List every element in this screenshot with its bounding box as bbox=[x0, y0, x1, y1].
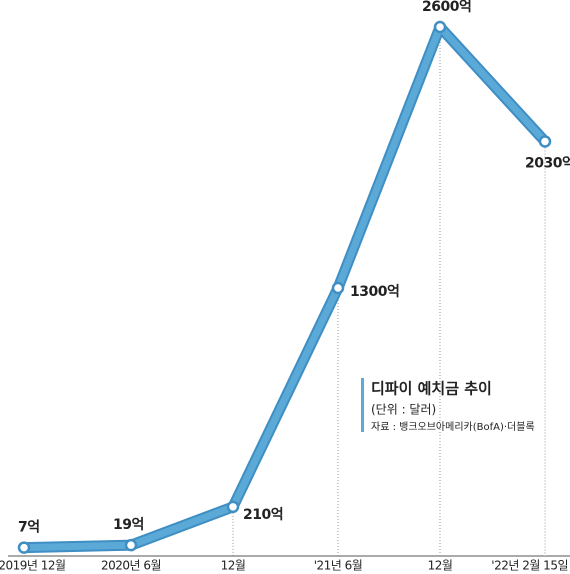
value-label: 2030억 bbox=[525, 155, 570, 171]
x-tick-label: 12월 bbox=[428, 559, 453, 573]
line bbox=[23, 23, 548, 552]
point bbox=[538, 135, 552, 148]
x-tick-label: 2019년 12월 bbox=[0, 559, 66, 573]
legend-bar bbox=[361, 378, 364, 432]
value-label: 19억 bbox=[113, 517, 144, 533]
x-tick-label: 12월 bbox=[221, 559, 246, 573]
value-label: 1300억 bbox=[350, 284, 399, 300]
x-tick-label: 2020년 6월 bbox=[101, 559, 161, 573]
x-tick-label: '22년 2월 15일 bbox=[491, 559, 568, 573]
chart-subtitle: (단위 : 달러) bbox=[371, 403, 436, 417]
chart-title: 디파이 예치금 추이 bbox=[371, 380, 492, 398]
line-outline bbox=[23, 21, 550, 554]
value-label: 2600억 bbox=[422, 0, 471, 15]
chart-source: 자료 : 뱅크오브아메리카(BofA)·더블록 bbox=[371, 421, 535, 433]
value-label: 210억 bbox=[243, 507, 283, 523]
point bbox=[433, 20, 447, 34]
point bbox=[17, 541, 31, 554]
point bbox=[331, 281, 345, 295]
point bbox=[124, 538, 138, 552]
x-tick-label: '21년 6월 bbox=[314, 559, 363, 573]
point bbox=[226, 500, 240, 514]
value-label: 7억 bbox=[18, 520, 40, 536]
